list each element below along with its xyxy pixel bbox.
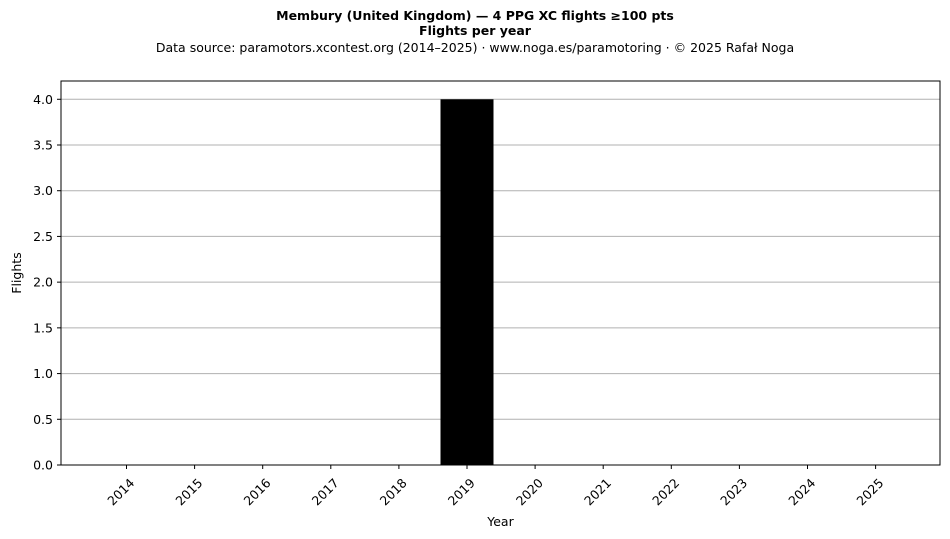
chart-subtitle: Data source: paramotors.xcontest.org (20… <box>155 40 795 55</box>
x-tick-label: 2020 <box>513 475 546 508</box>
y-tick-label: 2.5 <box>33 229 53 244</box>
x-tick-label: 2022 <box>649 475 682 508</box>
y-tick-label: 4.0 <box>33 92 53 107</box>
y-tick-label: 2.0 <box>33 275 53 290</box>
y-tick-label: 0.0 <box>33 458 53 473</box>
y-axis-ticks: 0.0 0.5 1.0 1.5 2.0 2.5 3.0 3.5 4.0 <box>33 92 61 473</box>
x-tick-label: 2016 <box>241 475 274 508</box>
x-tick-label: 2023 <box>717 475 750 508</box>
x-tick-label: 2018 <box>377 475 410 508</box>
chart-title-line2: Flights per year <box>419 23 531 38</box>
x-tick-label: 2017 <box>309 475 342 508</box>
x-tick-label: 2015 <box>172 475 205 508</box>
x-tick-label: 2019 <box>445 475 478 508</box>
y-tick-label: 1.0 <box>33 366 53 381</box>
y-tick-label: 3.0 <box>33 183 53 198</box>
x-tick-label: 2025 <box>853 475 886 508</box>
y-tick-label: 3.5 <box>33 138 53 153</box>
x-axis-ticks: 2014 2015 2016 2017 2018 2019 2020 2021 2022 2023… <box>104 465 887 508</box>
grid-lines <box>61 98 940 420</box>
y-tick-label: 1.5 <box>33 320 53 335</box>
x-tick-label: 2014 <box>104 475 137 508</box>
bars <box>440 99 494 466</box>
y-tick-label: 0.5 <box>33 412 53 427</box>
x-tick-label: 2021 <box>581 475 614 508</box>
x-axis-label: Year <box>486 514 514 529</box>
plot-area-frame <box>60 80 941 466</box>
x-tick-label: 2024 <box>785 475 818 508</box>
y-axis-label: Flights <box>9 252 24 293</box>
chart-title: Membury (United Kingdom) — 4 PPG XC flig… <box>276 8 674 23</box>
bar-2019 <box>440 99 494 466</box>
chart-title-block: Membury (United Kingdom) — 4 PPG XC flig… <box>0 8 950 57</box>
